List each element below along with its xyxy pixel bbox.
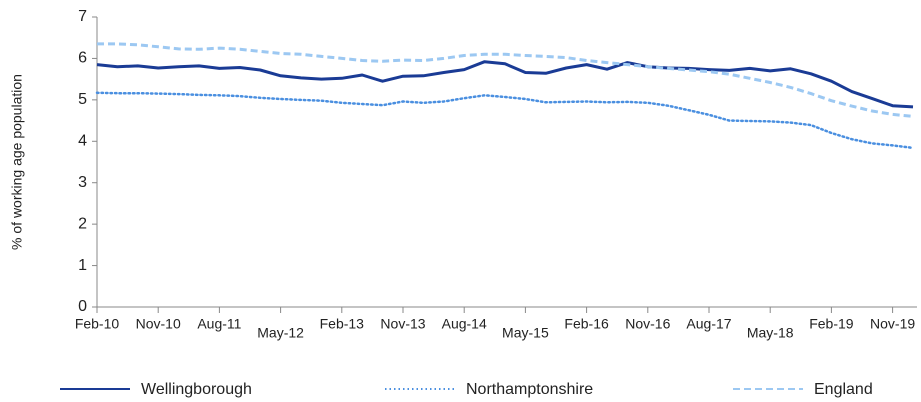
y-tick-label: 4 (78, 133, 87, 150)
legend-label: Wellingborough (141, 381, 252, 398)
series-line (97, 42, 914, 118)
x-tick-label: May-12 (257, 325, 304, 341)
x-tick-label: Aug-14 (442, 316, 487, 332)
x-tick-label: Feb-16 (564, 316, 609, 332)
x-tick-label: Nov-19 (870, 316, 915, 332)
legend-label: England (814, 381, 873, 398)
y-axis-label: % of working age population (9, 74, 25, 250)
y-tick-label: 7 (78, 8, 87, 25)
x-tick-label: Feb-19 (809, 316, 854, 332)
x-tick-label: Feb-10 (75, 316, 120, 332)
series-line (95, 91, 915, 150)
y-tick-label: 3 (78, 174, 87, 191)
series-line (96, 60, 914, 109)
x-tick-label: Nov-10 (136, 316, 181, 332)
y-tick-label: 6 (78, 50, 87, 67)
x-tick-label: Feb-13 (320, 316, 365, 332)
x-tick-label: Nov-16 (625, 316, 670, 332)
x-tick-label: Nov-13 (380, 316, 425, 332)
y-tick-label: 2 (78, 215, 87, 232)
y-tick-label: 1 (78, 257, 87, 274)
x-tick-label: May-18 (747, 325, 794, 341)
x-tick-label: Aug-11 (197, 316, 241, 332)
legend-label: Northamptonshire (466, 381, 593, 398)
x-tick-label: Aug-17 (686, 316, 731, 332)
y-tick-label: 0 (78, 298, 87, 315)
x-tick-label: May-15 (502, 325, 549, 341)
y-tick-label: 5 (78, 91, 87, 108)
